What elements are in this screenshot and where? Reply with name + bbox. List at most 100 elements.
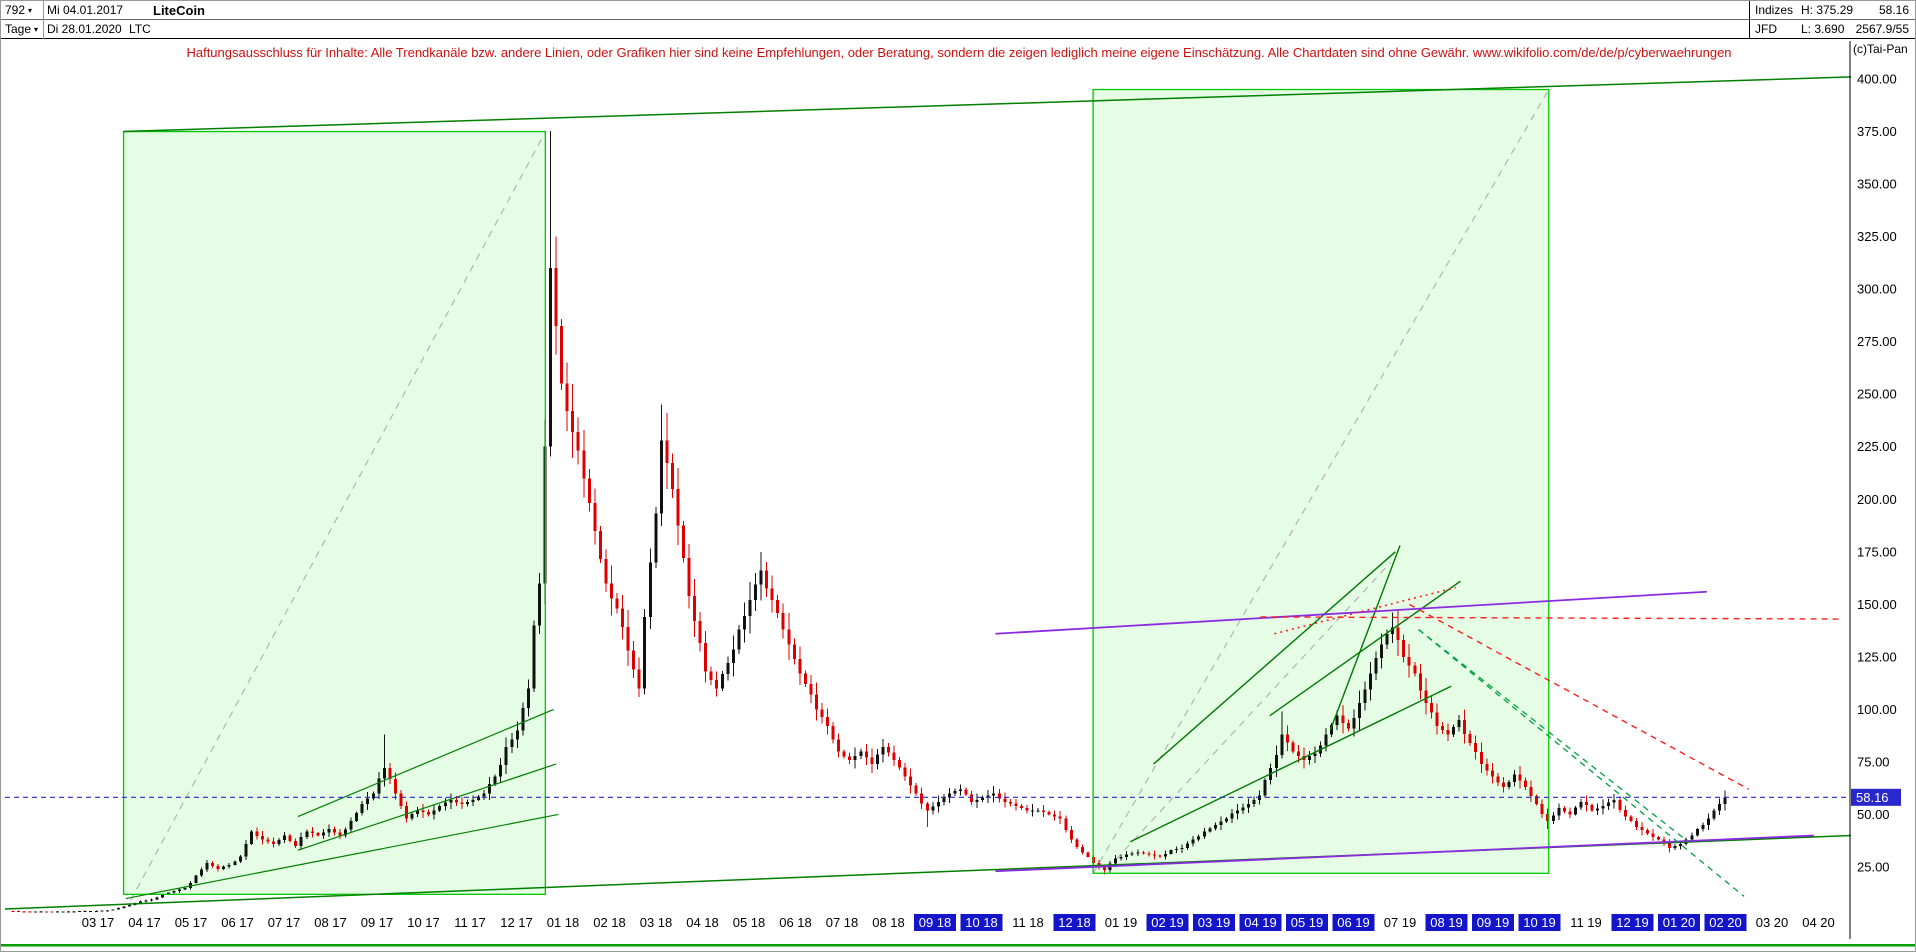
trendline-diagonal-2019[interactable] (1092, 89, 1550, 874)
dropdown-arrow-icon: ▾ (28, 6, 33, 15)
svg-text:350.00: 350.00 (1857, 177, 1897, 192)
svg-text:25.00: 25.00 (1857, 860, 1890, 875)
svg-text:400.00: 400.00 (1857, 72, 1897, 87)
svg-text:150.00: 150.00 (1857, 597, 1897, 612)
date-to-field[interactable]: Di 28.01.2020 (47, 22, 122, 36)
trendline-rally-mid[interactable] (1269, 580, 1461, 717)
svg-text:04 18: 04 18 (686, 915, 719, 930)
svg-text:100.00: 100.00 (1857, 702, 1897, 717)
svg-text:125.00: 125.00 (1857, 649, 1897, 664)
svg-text:07 19: 07 19 (1384, 915, 1417, 930)
svg-text:02 18: 02 18 (593, 915, 626, 930)
feed-name-bottom: JFD (1755, 22, 1777, 36)
trendline-rally-resistance[interactable] (1153, 551, 1396, 765)
header-row-2: Tage ▾ Di 28.01.2020 LTC JFD L: 3.690 256… (1, 20, 1915, 39)
trendline-purple-resistance[interactable] (995, 590, 1707, 635)
header-divider (1749, 1, 1750, 39)
svg-text:06 19: 06 19 (1337, 915, 1370, 930)
bars-count-value: 792 (5, 3, 26, 17)
bottom-border-line (1, 944, 1915, 947)
period-dropdown[interactable]: Tage ▾ (5, 20, 38, 39)
svg-text:06 17: 06 17 (221, 915, 254, 930)
svg-text:01 20: 01 20 (1663, 915, 1696, 930)
symbol-field[interactable]: LTC (129, 22, 151, 36)
instrument-title: LiteCoin (153, 3, 205, 18)
svg-text:08 17: 08 17 (314, 915, 347, 930)
y-axis-labels: 400.00 375.00 350.00 325.00 300.00 275.00 250.… (1857, 72, 1897, 875)
svg-text:01 18: 01 18 (547, 915, 580, 930)
turnover-value: 2567.9/55 (1855, 22, 1909, 36)
header-row-1: 792 ▾ Mi 04.01.2017 LiteCoin Indizes H: 3… (1, 1, 1915, 20)
trendline-green-fan-2[interactable] (1418, 629, 1689, 843)
trendline-red-rising-short[interactable] (1274, 586, 1456, 635)
highlight-box-2017[interactable] (122, 130, 546, 895)
dropdown-arrow-icon: ▾ (34, 25, 39, 34)
svg-text:02 19: 02 19 (1151, 915, 1184, 930)
highlight-box-2019[interactable] (1092, 88, 1550, 874)
svg-text:12 19: 12 19 (1616, 915, 1649, 930)
last-price-tag-label: 58.16 (1856, 790, 1889, 805)
svg-text:225.00: 225.00 (1857, 439, 1897, 454)
svg-text:250.00: 250.00 (1857, 387, 1897, 402)
svg-text:375.00: 375.00 (1857, 124, 1897, 139)
svg-text:03 18: 03 18 (640, 915, 673, 930)
last-price-tag (1851, 788, 1901, 806)
period-high-value: H: 375.29 (1801, 3, 1854, 17)
svg-text:11 17: 11 17 (454, 915, 486, 930)
svg-text:03 17: 03 17 (82, 915, 115, 930)
period-value: Tage (5, 22, 32, 36)
date-from-field[interactable]: Mi 04.01.2017 (47, 3, 124, 17)
trendline-rally-support-long[interactable] (1129, 685, 1452, 843)
svg-text:05 18: 05 18 (733, 915, 766, 930)
svg-text:09 18: 09 18 (919, 915, 952, 930)
highlight-box-2017-fill (123, 131, 546, 895)
trendline-upper-resistance[interactable] (123, 76, 1852, 133)
svg-text:07 18: 07 18 (826, 915, 859, 930)
svg-text:50.00: 50.00 (1857, 807, 1890, 822)
svg-text:04 20: 04 20 (1802, 915, 1835, 930)
svg-text:75.00: 75.00 (1857, 754, 1890, 769)
svg-text:175.00: 175.00 (1857, 544, 1897, 559)
svg-text:05 19: 05 19 (1291, 915, 1324, 930)
svg-text:325.00: 325.00 (1857, 229, 1897, 244)
svg-text:05 17: 05 17 (175, 915, 208, 930)
svg-text:300.00: 300.00 (1857, 282, 1897, 297)
trendline-speedline-2019[interactable] (1106, 561, 1392, 870)
trendline-red-declining[interactable] (1408, 603, 1750, 790)
svg-text:07 17: 07 17 (268, 915, 301, 930)
svg-text:11 18: 11 18 (1012, 915, 1044, 930)
svg-text:04 19: 04 19 (1244, 915, 1277, 930)
trendline-channel-2017-lower[interactable] (125, 813, 559, 900)
svg-text:200.00: 200.00 (1857, 492, 1897, 507)
svg-text:08 19: 08 19 (1430, 915, 1463, 930)
trendline-green-fan-1[interactable] (1418, 629, 1745, 897)
x-axis-labels: 03 17 04 17 05 17 06 17 07 17 08 17 09 17 10 17… (82, 914, 1835, 931)
trendline-rally-steep[interactable] (1329, 545, 1401, 731)
chart-header: 792 ▾ Mi 04.01.2017 LiteCoin Indizes H: 3… (1, 1, 1915, 39)
svg-text:03 19: 03 19 (1198, 915, 1231, 930)
svg-text:06 18: 06 18 (779, 915, 812, 930)
trendline-diagonal-2017[interactable] (130, 133, 545, 901)
svg-text:11 19: 11 19 (1570, 915, 1602, 930)
svg-text:275.00: 275.00 (1857, 334, 1897, 349)
copyright-label: (c)Tai-Pan (1853, 42, 1908, 56)
svg-text:08 18: 08 18 (872, 915, 905, 930)
disclaimer-text: Haftungsausschluss für Inhalte: Alle Tre… (186, 45, 1732, 60)
svg-text:01 19: 01 19 (1105, 915, 1138, 930)
svg-text:03 20: 03 20 (1756, 915, 1789, 930)
last-price-header-value: 58.16 (1878, 3, 1909, 17)
svg-text:12 18: 12 18 (1058, 915, 1091, 930)
bars-count-dropdown[interactable]: 792 ▾ (5, 1, 32, 20)
svg-text:10 17: 10 17 (407, 915, 440, 930)
svg-text:04 17: 04 17 (128, 915, 161, 930)
trendline-channel-2017-mid[interactable] (297, 763, 557, 851)
period-low-value: L: 3.690 (1801, 22, 1845, 36)
svg-text:02 20: 02 20 (1709, 915, 1742, 930)
svg-text:09 17: 09 17 (361, 915, 394, 930)
feed-name-top: Indizes (1755, 3, 1794, 17)
trendline-red-horizontal[interactable] (1260, 616, 1842, 620)
trendline-channel-2017-upper[interactable] (297, 708, 554, 818)
svg-text:12 17: 12 17 (500, 915, 533, 930)
